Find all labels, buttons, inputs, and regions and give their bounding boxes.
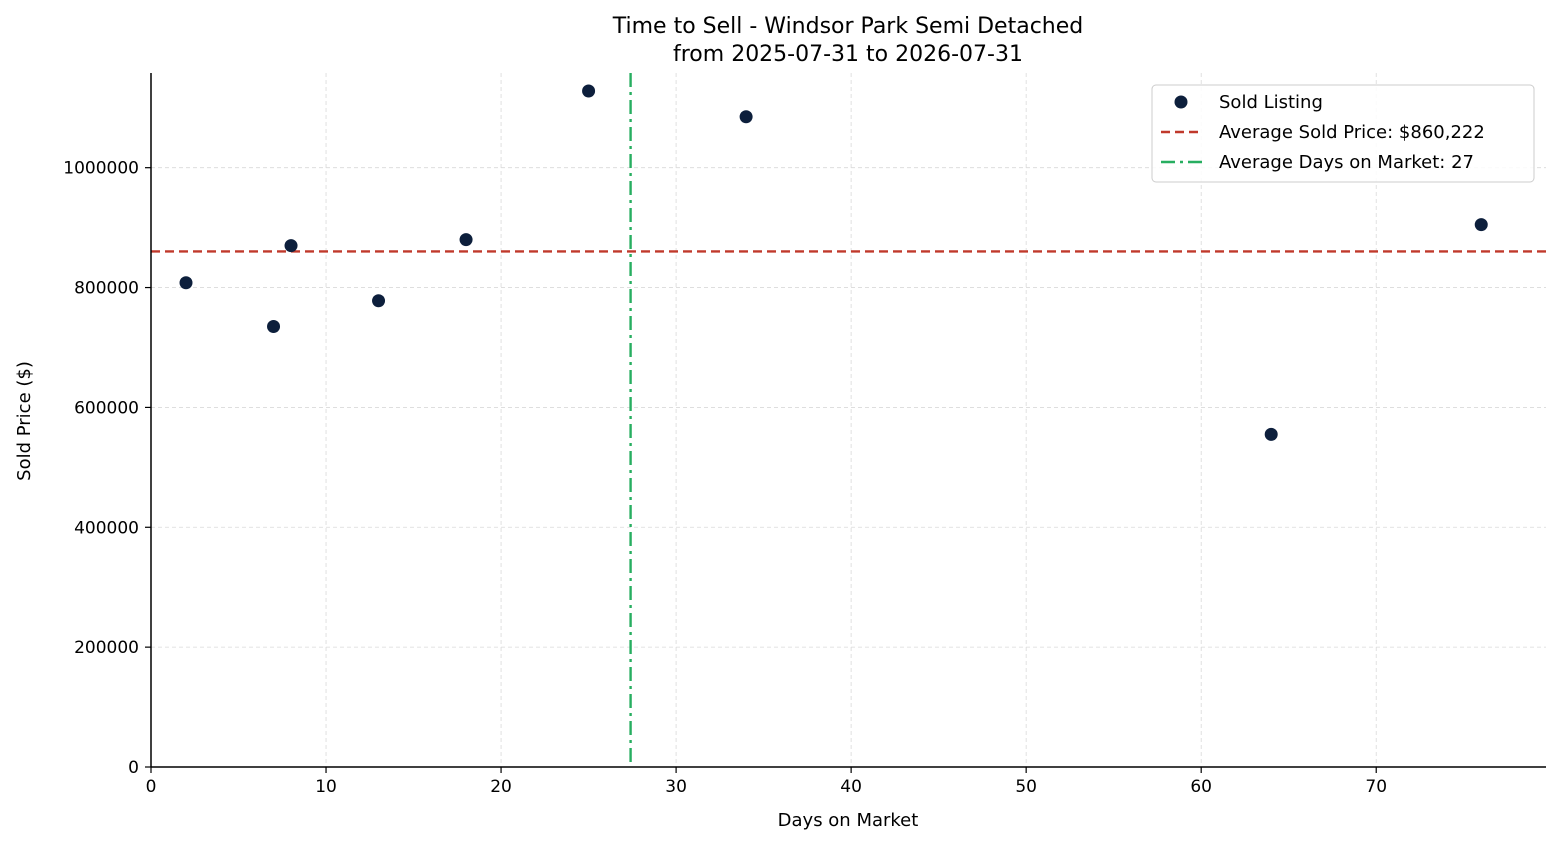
chart-subtitle: from 2025-07-31 to 2026-07-31 xyxy=(673,42,1023,67)
x-tick-label: 20 xyxy=(490,777,512,797)
sold-listing-point xyxy=(582,84,596,98)
y-tick-label: 0 xyxy=(128,758,139,778)
grid-lines xyxy=(151,73,1546,767)
x-axis-label: Days on Market xyxy=(778,810,919,831)
axes: 0 10 20 30 40 50 60 70 0 200000 400000 600000 800000… xyxy=(63,73,1546,797)
sold-listing-point xyxy=(267,320,281,334)
x-tick-label: 10 xyxy=(315,777,337,797)
sold-listing-point xyxy=(1264,427,1278,441)
sold-listing-point xyxy=(1474,218,1488,232)
y-tick-label: 800000 xyxy=(74,279,139,299)
y-tick-label: 400000 xyxy=(74,518,139,538)
x-tick-label: 50 xyxy=(1015,777,1037,797)
legend-label: Average Days on Market: 27 xyxy=(1219,152,1474,173)
x-tick-label: 0 xyxy=(146,777,157,797)
sold-listing-point xyxy=(284,239,298,253)
reference-lines xyxy=(151,73,1546,767)
y-tick-label: 600000 xyxy=(74,398,139,418)
legend-box xyxy=(1151,84,1535,183)
chart-title: Time to Sell - Windsor Park Semi Detache… xyxy=(612,14,1084,39)
x-tick-label: 60 xyxy=(1190,777,1212,797)
sold-listing-point xyxy=(739,110,753,124)
sold-listing-point xyxy=(372,294,386,308)
x-tick-label: 70 xyxy=(1365,777,1387,797)
x-tick-label: 40 xyxy=(840,777,862,797)
legend-marker-sold-listing xyxy=(1174,95,1188,109)
x-tick-label: 30 xyxy=(665,777,687,797)
y-tick-label: 1000000 xyxy=(63,159,139,179)
legend-label: Sold Listing xyxy=(1219,92,1323,113)
y-axis-label: Sold Price ($) xyxy=(14,361,35,481)
sold-listing-point xyxy=(179,276,193,290)
legend-label: Average Sold Price: $860,222 xyxy=(1219,122,1485,143)
data-points xyxy=(179,84,1488,441)
legend: Sold Listing Average Sold Price: $860,222… xyxy=(1151,84,1535,183)
y-tick-label: 200000 xyxy=(74,638,139,658)
sold-listing-point xyxy=(459,233,473,247)
